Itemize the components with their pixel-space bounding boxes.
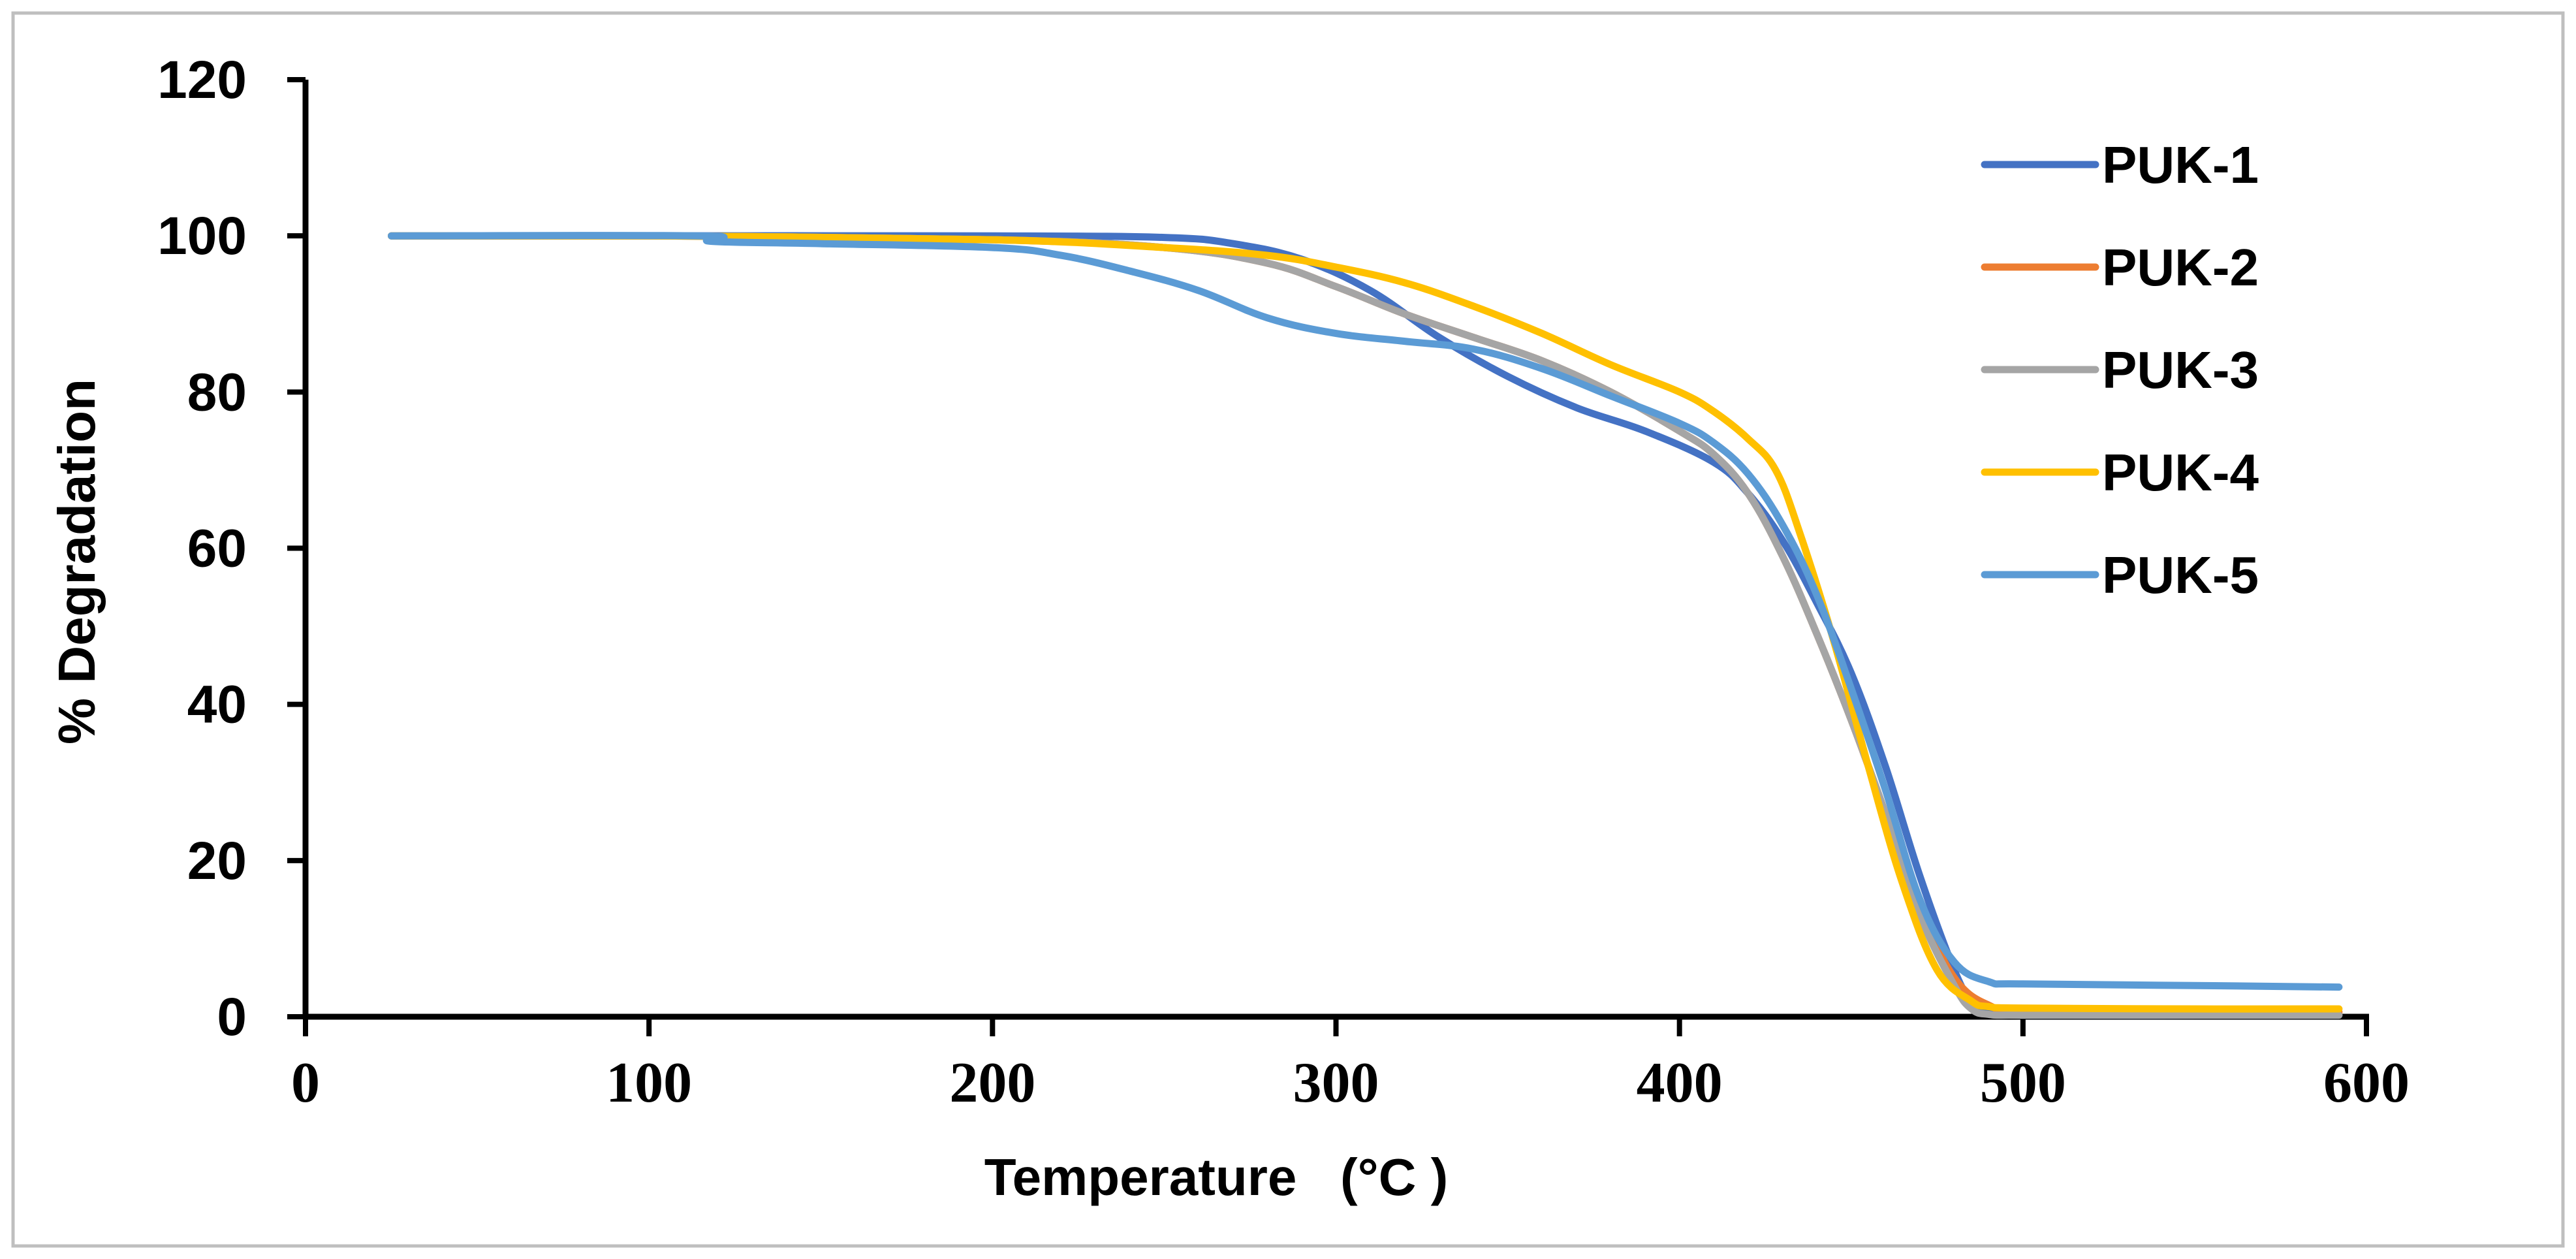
x-tick-label: 100: [606, 1051, 692, 1115]
y-axis-title: % Degradation: [48, 379, 106, 744]
legend-label: PUK-2: [2102, 238, 2259, 296]
x-tick-label: 0: [291, 1051, 320, 1115]
x-tick-label: 300: [1293, 1051, 1379, 1115]
plot-series: [388, 232, 2343, 1019]
series-line-puk-4: [388, 232, 2343, 1013]
series-line-puk-5: [388, 232, 2343, 991]
legend-label: PUK-3: [2102, 341, 2259, 399]
y-tick-label: 120: [157, 50, 247, 110]
legend-label: PUK-1: [2102, 136, 2259, 194]
legend-label: PUK-4: [2102, 443, 2259, 502]
x-tick-label: 600: [2323, 1051, 2410, 1115]
y-axis: 0 20 40 60 80 100 120: [157, 50, 309, 1047]
y-tick-label: 80: [187, 362, 247, 422]
x-tick-label: 500: [1980, 1051, 2066, 1115]
chart-border: [11, 11, 2565, 1248]
x-tick-label: 400: [1637, 1051, 1723, 1115]
x-axis-title: Temperature (°C ): [984, 1148, 1449, 1206]
legend-label: PUK-5: [2102, 546, 2259, 604]
x-tick-label: 200: [949, 1051, 1035, 1115]
y-tick-label: 0: [217, 987, 247, 1047]
y-tick-label: 60: [187, 519, 247, 579]
y-tick-label: 40: [187, 675, 247, 735]
y-tick-label: 20: [187, 831, 247, 891]
x-axis: 0 100 200 300 400 500 600: [291, 1013, 2410, 1115]
y-tick-label: 100: [157, 206, 247, 266]
legend: PUK-1 PUK-2 PUK-3 PUK-4 PUK-5: [1981, 136, 2259, 604]
